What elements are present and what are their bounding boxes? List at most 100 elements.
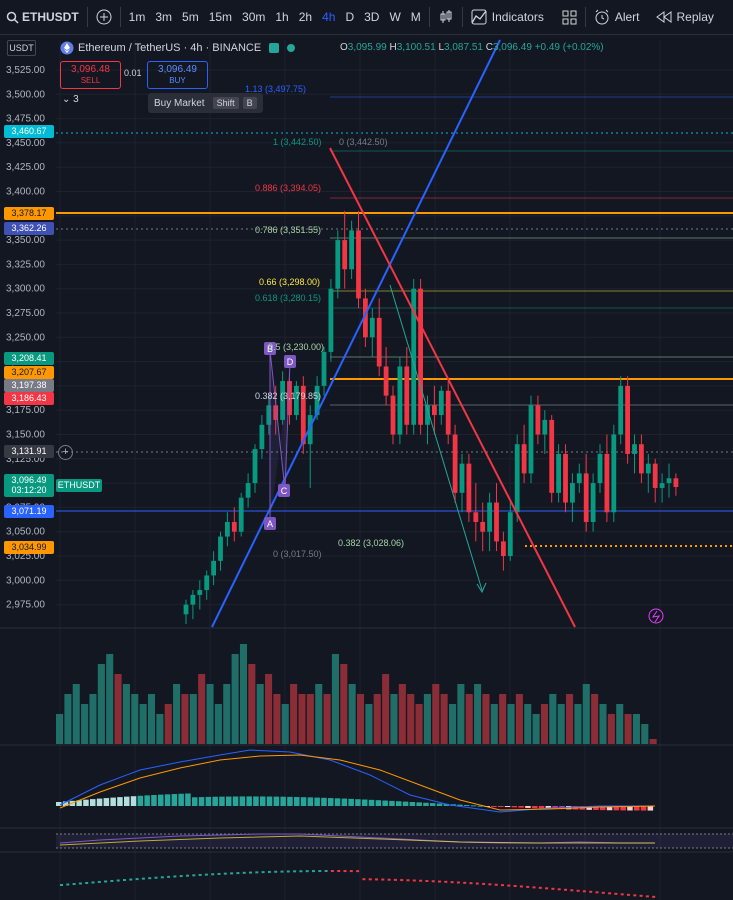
volume-bar bbox=[474, 684, 482, 744]
timeframe-2h[interactable]: 2h bbox=[298, 10, 313, 24]
macd-histogram-bar bbox=[212, 796, 218, 806]
timeframe-1h[interactable]: 1h bbox=[275, 10, 289, 24]
price-tag[interactable]: 3,362.26 bbox=[4, 222, 54, 235]
buy-button[interactable]: 3,096.49 BUY bbox=[147, 61, 208, 89]
macd-histogram-bar bbox=[640, 806, 647, 811]
drawing-tools[interactable] bbox=[211, 39, 576, 628]
candle-body bbox=[280, 381, 285, 420]
add-alert-plus-icon[interactable]: + bbox=[58, 445, 73, 460]
candle-body bbox=[307, 415, 313, 445]
label-a: A bbox=[267, 519, 273, 529]
lightning-icon[interactable] bbox=[648, 608, 664, 624]
chart-canvas[interactable]: 3,525.00 3,500.00 3,475.00 3,450.00 3,425.00… bbox=[0, 35, 733, 900]
candle-body bbox=[418, 288, 423, 425]
candle-body bbox=[452, 434, 458, 493]
candle-body bbox=[570, 483, 575, 503]
candle-body bbox=[218, 536, 223, 561]
price-axis-label: 3,400.00 bbox=[6, 187, 45, 198]
price-tag[interactable]: 3,186.43 bbox=[4, 392, 54, 405]
buy-label: BUY bbox=[169, 76, 186, 85]
blue-trendline[interactable] bbox=[211, 39, 501, 628]
timeframe-M[interactable]: M bbox=[410, 10, 421, 24]
candle-body bbox=[383, 366, 389, 396]
macd-histogram-bar bbox=[137, 795, 144, 806]
price-tag[interactable]: 03:12:20 bbox=[4, 484, 54, 497]
timeframe-3m[interactable]: 3m bbox=[155, 10, 173, 24]
alert-button[interactable]: Alert bbox=[589, 0, 645, 34]
timeframe-W[interactable]: W bbox=[389, 10, 401, 24]
abcd-pattern[interactable] bbox=[269, 349, 291, 525]
volume-bar bbox=[156, 714, 164, 744]
macd-histogram-bar bbox=[307, 797, 314, 806]
price-tag[interactable]: 3,197.38 bbox=[4, 379, 54, 392]
volume-bar bbox=[206, 684, 214, 744]
spread-value: 0.01 bbox=[124, 68, 142, 78]
fib-label-0.66: 0.66 (3,298.00) bbox=[259, 277, 320, 287]
candle-body bbox=[542, 419, 548, 435]
chart-area[interactable]: 3,525.00 3,500.00 3,475.00 3,450.00 3,425.00… bbox=[0, 35, 733, 900]
candle-body bbox=[425, 405, 430, 425]
candle-body bbox=[535, 405, 541, 435]
price-tag[interactable]: 3,208.41 bbox=[4, 352, 54, 365]
volume-bar bbox=[198, 674, 206, 744]
fib-retracement[interactable] bbox=[330, 96, 733, 406]
abcd-labels: A B C D bbox=[264, 342, 296, 530]
macd-signal-line bbox=[59, 754, 656, 811]
timeframe-30m[interactable]: 30m bbox=[242, 10, 266, 24]
currency-selector[interactable]: USDT bbox=[7, 40, 36, 56]
timeframe-1m[interactable]: 1m bbox=[128, 10, 146, 24]
price-tag[interactable]: 3,034.99 bbox=[4, 541, 54, 554]
timeframe-15m[interactable]: 15m bbox=[208, 10, 233, 24]
macd-histogram-bar bbox=[253, 796, 259, 806]
buy-market-label: Buy Market bbox=[154, 97, 205, 109]
candle-body bbox=[494, 502, 499, 542]
chevron-down-icon: ⌄ bbox=[62, 94, 71, 105]
price-tag[interactable]: 3,378.17 bbox=[4, 207, 54, 220]
volume-bar bbox=[448, 704, 457, 744]
macd-histogram-bar bbox=[246, 796, 252, 806]
macd-histogram-bar bbox=[239, 796, 246, 806]
indicators-button[interactable]: Indicators bbox=[466, 0, 549, 34]
volume-bar bbox=[281, 704, 289, 744]
price-tag[interactable]: 3,096.49 bbox=[4, 474, 54, 487]
macd-histogram-bar bbox=[409, 802, 416, 806]
fib-labels: 1.13 (3,497.75) 1 (3,442.50) 0 (3,442.50… bbox=[245, 84, 404, 559]
macd-histogram-bar bbox=[532, 806, 538, 809]
collapse-button[interactable]: ⌄ 3 bbox=[62, 94, 79, 105]
fib-label-0.786: 0.786 (3,351.55) bbox=[255, 225, 321, 235]
timeframe-5m[interactable]: 5m bbox=[182, 10, 199, 24]
timeframe-D[interactable]: D bbox=[345, 10, 355, 24]
candle-body bbox=[225, 521, 230, 537]
candle-body bbox=[204, 575, 210, 591]
macd-histogram-bar bbox=[124, 796, 130, 806]
teal-arrow-line[interactable] bbox=[389, 284, 483, 591]
replay-button[interactable]: Replay bbox=[651, 0, 719, 34]
compare-button[interactable] bbox=[91, 0, 117, 34]
price-tag[interactable]: 3,460.67 bbox=[4, 125, 54, 138]
fib-label-1.13: 1.13 (3,497.75) bbox=[245, 84, 306, 94]
volume-bar bbox=[616, 704, 624, 744]
timeframe-4h[interactable]: 4h bbox=[322, 10, 336, 24]
sell-button[interactable]: 3,096.48 SELL bbox=[60, 61, 121, 89]
candle-body bbox=[618, 385, 624, 435]
candle-body bbox=[245, 483, 251, 498]
candle-body bbox=[528, 405, 534, 474]
volume-bar bbox=[256, 684, 264, 744]
price-tag[interactable]: 3,207.67 bbox=[4, 366, 54, 379]
volume-bar bbox=[56, 714, 64, 744]
price-tag[interactable]: 3,071.19 bbox=[4, 505, 54, 518]
fib-label-0.5: 0.5 (3,230.00) bbox=[268, 342, 324, 352]
volume-bar bbox=[373, 694, 381, 744]
red-trendline[interactable] bbox=[329, 147, 576, 628]
candle-body bbox=[231, 521, 237, 532]
volume-bar bbox=[382, 674, 390, 744]
symbol-search[interactable]: ETHUSDT bbox=[0, 0, 84, 34]
timeframe-3D[interactable]: 3D bbox=[364, 10, 380, 24]
volume-bar bbox=[223, 684, 231, 744]
sell-price: 3,096.48 bbox=[71, 64, 110, 75]
price-tag[interactable]: 3,131.91 bbox=[4, 445, 54, 458]
candle-body bbox=[287, 381, 292, 416]
layouts-button[interactable] bbox=[557, 0, 582, 34]
chart-type-button[interactable] bbox=[433, 0, 459, 34]
alarm-clock-icon bbox=[595, 9, 609, 25]
